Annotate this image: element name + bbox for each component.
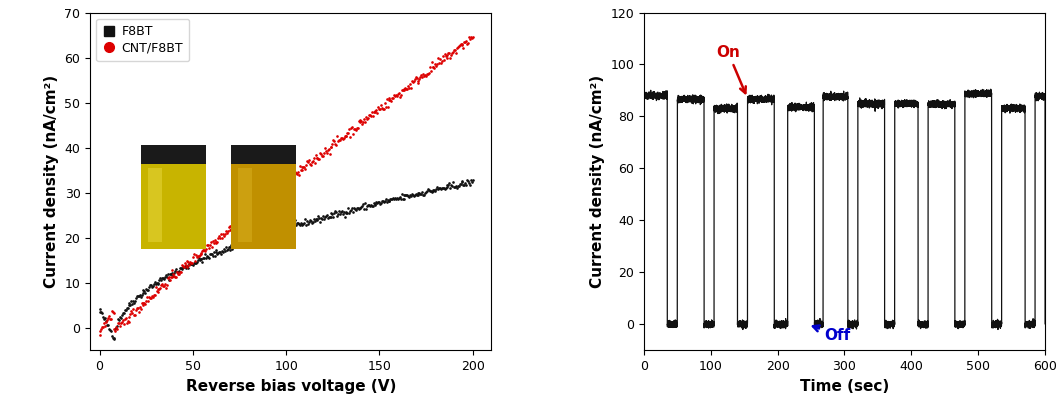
Text: Off: Off (813, 326, 851, 343)
Text: On: On (716, 45, 746, 93)
Y-axis label: Current density (nA/cm²): Current density (nA/cm²) (44, 75, 59, 288)
Legend: F8BT, CNT/F8BT: F8BT, CNT/F8BT (97, 19, 189, 61)
X-axis label: Reverse bias voltage (V): Reverse bias voltage (V) (186, 379, 396, 394)
Y-axis label: Current density (nA/cm²): Current density (nA/cm²) (590, 75, 605, 288)
X-axis label: Time (sec): Time (sec) (800, 379, 889, 394)
